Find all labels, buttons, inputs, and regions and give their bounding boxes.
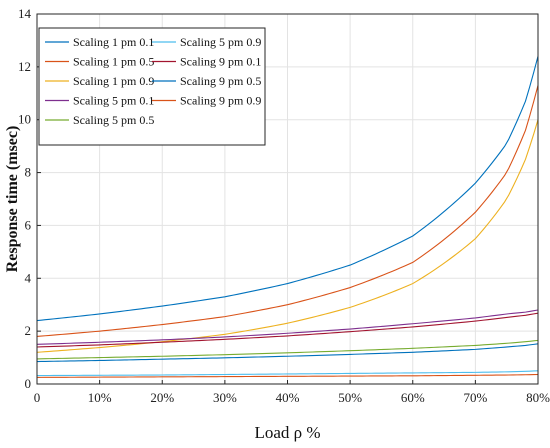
series-line-6 (36, 370, 539, 377)
legend-entry: Scaling 1 pm 0.1 (73, 35, 154, 49)
tick-labels: 0 10% 20% 30% 40% 50% 60% 70% 80% 0 2 4 6 8 10 12 14 (18, 6, 550, 405)
y-tick-label: 6 (25, 217, 32, 232)
y-axis-label: Response time (msec) (4, 126, 21, 273)
x-tick-label: 0 (34, 390, 41, 405)
legend-entry: Scaling 1 pm 0.5 (73, 55, 154, 69)
x-tick-label: 60% (401, 390, 425, 405)
series-line-2 (36, 85, 539, 337)
legend-entry: Scaling 5 pm 0.9 (180, 35, 261, 49)
series-line-1 (36, 56, 539, 322)
x-tick-label: 10% (88, 390, 112, 405)
y-tick-label: 12 (18, 59, 31, 74)
legend-entry: Scaling 9 pm 0.9 (180, 94, 261, 108)
x-tick-label: 20% (150, 390, 174, 405)
legend-entry: Scaling 5 pm 0.1 (73, 94, 154, 108)
y-tick-label: 4 (25, 270, 32, 285)
x-tick-label: 70% (463, 390, 487, 405)
legend-box (38, 27, 266, 146)
series-line-8 (36, 343, 539, 363)
y-tick-label: 0 (25, 376, 32, 391)
series-line-3 (36, 119, 539, 353)
x-tick-label: 80% (526, 390, 550, 405)
legend-entry: Scaling 9 pm 0.5 (180, 74, 261, 88)
x-tick-label: 50% (338, 390, 362, 405)
x-tick-label: 30% (213, 390, 237, 405)
legend-entry: Scaling 1 pm 0.9 (73, 74, 154, 88)
legend-entry: Scaling 5 pm 0.5 (73, 113, 154, 127)
y-tick-label: 8 (25, 165, 32, 180)
legend-entry: Scaling 9 pm 0.1 (180, 55, 261, 69)
y-tick-label: 14 (18, 6, 32, 21)
series-line-4 (36, 309, 539, 345)
y-tick-label: 2 (25, 323, 32, 338)
legend: Scaling 1 pm 0.1 Scaling 1 pm 0.5 Scaling … (38, 27, 266, 146)
y-tick-label: 10 (18, 112, 31, 127)
x-axis-label: Load ρ % (254, 423, 320, 442)
series-line-9 (36, 373, 539, 378)
x-tick-label: 40% (276, 390, 300, 405)
series-lines (36, 56, 539, 378)
series-line-5 (36, 339, 539, 360)
series-line-7 (36, 312, 539, 348)
